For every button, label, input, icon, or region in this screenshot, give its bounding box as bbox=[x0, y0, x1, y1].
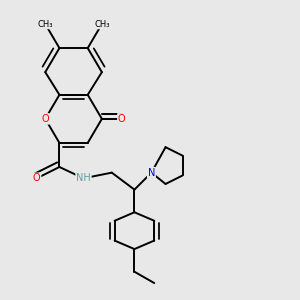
Text: O: O bbox=[33, 173, 40, 183]
Text: O: O bbox=[41, 114, 49, 124]
Text: CH₃: CH₃ bbox=[94, 20, 110, 28]
Text: NH: NH bbox=[76, 173, 91, 183]
Text: CH₃: CH₃ bbox=[38, 20, 53, 28]
Text: O: O bbox=[118, 114, 125, 124]
Text: N: N bbox=[148, 168, 155, 178]
